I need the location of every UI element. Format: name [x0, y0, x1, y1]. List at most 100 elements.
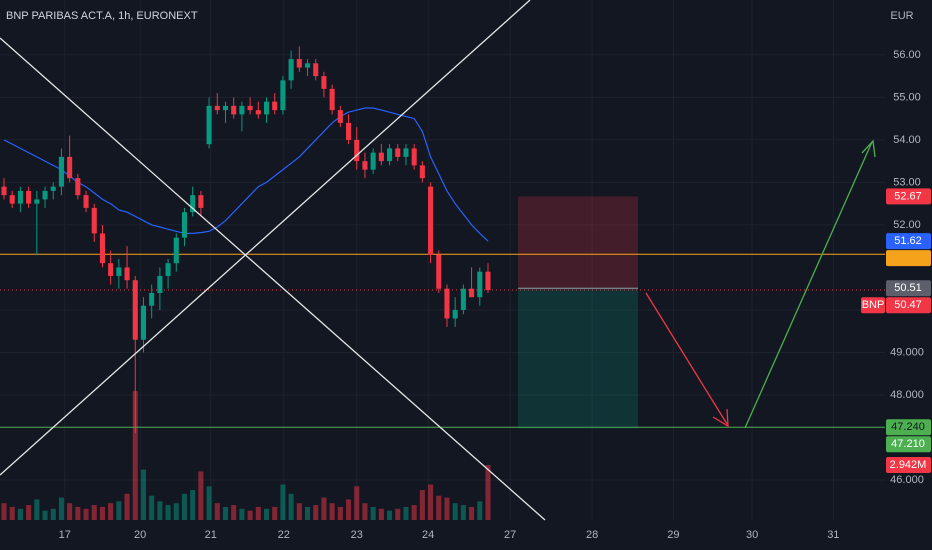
volume-bar [42, 510, 48, 520]
target-zone [518, 288, 638, 429]
volume-bar [460, 505, 466, 520]
volume-bar [329, 503, 335, 520]
volume-bar [58, 497, 64, 520]
x-tick-label: 24 [422, 529, 434, 541]
candle-body [26, 190, 32, 204]
candle-body [411, 148, 417, 166]
arrow-head [861, 139, 876, 158]
volume-bar [370, 506, 376, 520]
candle-body [428, 186, 434, 255]
y-tick-label: 52.00 [893, 219, 921, 231]
x-tick-label: 17 [59, 529, 71, 541]
x-tick-label: 27 [504, 529, 516, 541]
volume-bar [190, 490, 196, 520]
volume-bar [263, 508, 270, 520]
y-tick-label: 46.000 [890, 474, 924, 486]
volume-bar [419, 490, 425, 520]
candle-body [263, 101, 270, 115]
y-tick-label: 55.00 [893, 91, 921, 103]
candle-body [140, 305, 147, 340]
volume-bar [222, 506, 229, 520]
volume-bar [198, 471, 204, 520]
price-label: 51.62 [894, 235, 922, 247]
volume-bar [288, 493, 294, 520]
candle-body [99, 233, 105, 264]
candle-body [444, 288, 450, 319]
volume-bar [17, 508, 23, 520]
volume-bar [75, 506, 81, 520]
x-tick-label: 29 [667, 529, 679, 541]
price-label-bg [886, 188, 931, 205]
candle-body [354, 139, 360, 162]
x-tick-label: 22 [278, 529, 290, 541]
candle-body [345, 122, 352, 140]
x-tick-label: 20 [134, 529, 146, 541]
y-tick-label: 48.000 [890, 389, 924, 401]
candle-body [222, 105, 229, 111]
candle-body [436, 254, 442, 289]
volume-bar [231, 505, 237, 520]
candle-body [173, 237, 179, 264]
candle-body [67, 156, 73, 179]
trend-line [0, 37, 546, 521]
volume-bar [140, 469, 147, 520]
price-label-bg [886, 233, 931, 250]
candle-body [239, 105, 245, 115]
price-label: 52.67 [894, 190, 922, 202]
volume-bar [132, 391, 138, 520]
price-axis: 56.0055.0054.0053.0052.0050.00049.00048.… [861, 49, 931, 486]
symbol-label: BNP [862, 299, 885, 311]
volume-bar [173, 503, 179, 520]
volume-bar [354, 486, 360, 520]
candle-body [460, 288, 466, 310]
candle-body [362, 161, 368, 170]
volume-bar [428, 484, 434, 520]
candle-body [149, 292, 155, 306]
x-tick-label: 23 [351, 529, 363, 541]
volume-bar [91, 505, 97, 520]
volume-bar [403, 506, 409, 520]
volume-bar [345, 499, 352, 520]
candle-body [477, 271, 483, 298]
candle-body [485, 271, 491, 290]
candle-body [17, 190, 23, 204]
volume-bar [337, 506, 343, 520]
candle-body [296, 59, 302, 68]
volume-bar [395, 508, 401, 520]
candles [1, 46, 491, 434]
x-tick-label: 21 [205, 529, 217, 541]
candle-body [132, 280, 138, 340]
volume-bar [313, 505, 319, 520]
candle-body [329, 88, 335, 111]
x-tick-label: 28 [586, 529, 598, 541]
price-label: 50.47 [894, 299, 922, 311]
volume-bar [387, 510, 393, 520]
volume-bar [116, 501, 122, 520]
trend-line [0, 0, 531, 476]
candle-body [419, 165, 425, 179]
candle-body [378, 152, 384, 162]
candle-body [280, 80, 286, 111]
y-tick-label: 53.00 [893, 176, 921, 188]
volume-bar [206, 486, 212, 520]
volume-bar [469, 506, 475, 520]
volume-bar [485, 464, 491, 520]
price-lines [0, 253, 885, 428]
y-tick-label: 49.000 [890, 346, 924, 358]
volume-bar [247, 510, 253, 520]
candle-body [9, 195, 15, 204]
candle-body [58, 156, 64, 187]
candle-body [370, 152, 376, 170]
volume-pane [1, 391, 491, 520]
chart-title: BNP PARIBAS ACT.A, 1h, EURONEXT [6, 10, 198, 22]
volume-bar [411, 505, 417, 520]
volume-bar [34, 499, 40, 520]
price-label: 50.51 [894, 282, 922, 294]
candle-body [198, 195, 204, 208]
candle-body [452, 309, 458, 319]
candle-body [91, 207, 97, 234]
volume-bar [304, 506, 311, 520]
price-label-bg [886, 419, 931, 436]
